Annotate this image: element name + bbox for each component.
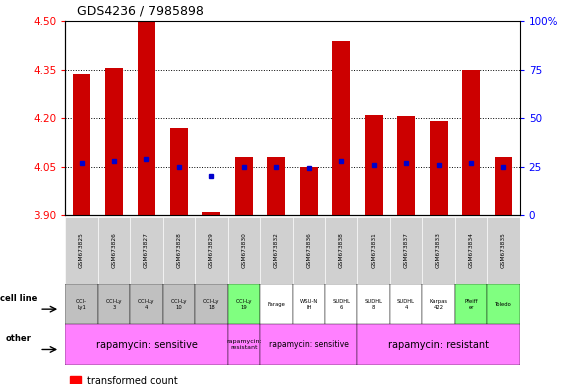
Bar — [260, 284, 293, 324]
Text: other: other — [5, 334, 31, 343]
Bar — [429, 121, 448, 215]
Bar — [423, 217, 455, 284]
Text: Farage: Farage — [268, 302, 285, 307]
Bar — [235, 157, 253, 215]
Bar — [260, 217, 293, 284]
Bar — [390, 217, 423, 284]
Text: cell line: cell line — [0, 294, 37, 303]
Bar — [325, 217, 357, 284]
Bar — [228, 217, 260, 284]
Bar — [462, 70, 480, 215]
Bar — [357, 324, 520, 365]
Bar — [293, 284, 325, 324]
Bar — [293, 217, 325, 284]
Text: GSM673834: GSM673834 — [469, 233, 474, 268]
Bar — [98, 284, 130, 324]
Text: Karpas
422: Karpas 422 — [429, 299, 448, 310]
Bar — [397, 116, 415, 215]
Bar — [268, 157, 285, 215]
Bar — [170, 128, 188, 215]
Text: GSM673836: GSM673836 — [306, 233, 311, 268]
Text: GSM673835: GSM673835 — [501, 233, 506, 268]
Text: SUDHL
4: SUDHL 4 — [397, 299, 415, 310]
Bar — [423, 284, 455, 324]
Bar — [162, 217, 195, 284]
Bar — [162, 284, 195, 324]
Bar — [260, 324, 357, 365]
Text: rapamycin:
resistant: rapamycin: resistant — [226, 339, 262, 350]
Text: OCI-Ly
18: OCI-Ly 18 — [203, 299, 220, 310]
Text: GSM673831: GSM673831 — [371, 233, 376, 268]
Bar — [65, 217, 98, 284]
Bar — [130, 284, 162, 324]
Bar — [130, 217, 162, 284]
Bar — [195, 217, 228, 284]
Bar — [65, 324, 228, 365]
Text: rapamycin: sensitive: rapamycin: sensitive — [95, 339, 198, 350]
Bar — [300, 167, 318, 215]
Bar — [455, 284, 487, 324]
Text: transformed count: transformed count — [87, 376, 177, 384]
Text: OCI-Ly
10: OCI-Ly 10 — [170, 299, 187, 310]
Bar — [357, 217, 390, 284]
Bar — [137, 21, 156, 215]
Bar — [495, 157, 512, 215]
Bar — [70, 376, 81, 384]
Text: GSM673827: GSM673827 — [144, 233, 149, 268]
Text: GSM673830: GSM673830 — [241, 233, 247, 268]
Bar — [65, 284, 98, 324]
Text: SUDHL
6: SUDHL 6 — [332, 299, 350, 310]
Bar — [98, 217, 130, 284]
Bar — [487, 217, 520, 284]
Bar — [325, 284, 357, 324]
Bar — [390, 284, 423, 324]
Text: OCI-Ly
19: OCI-Ly 19 — [236, 299, 252, 310]
Text: rapamycin: sensitive: rapamycin: sensitive — [269, 340, 349, 349]
Text: OCI-Ly
3: OCI-Ly 3 — [106, 299, 122, 310]
Bar — [365, 115, 383, 215]
Text: GSM673837: GSM673837 — [404, 233, 408, 268]
Bar — [73, 74, 90, 215]
Bar — [228, 284, 260, 324]
Text: GSM673833: GSM673833 — [436, 233, 441, 268]
Text: GSM673838: GSM673838 — [339, 233, 344, 268]
Text: GDS4236 / 7985898: GDS4236 / 7985898 — [77, 4, 203, 17]
Text: GSM673832: GSM673832 — [274, 233, 279, 268]
Bar — [202, 212, 220, 215]
Text: GSM673828: GSM673828 — [177, 233, 181, 268]
Text: SUDHL
8: SUDHL 8 — [365, 299, 383, 310]
Bar — [228, 324, 260, 365]
Bar — [487, 284, 520, 324]
Text: Pfeiff
er: Pfeiff er — [464, 299, 478, 310]
Bar — [105, 68, 123, 215]
Text: rapamycin: resistant: rapamycin: resistant — [388, 339, 489, 350]
Text: WSU-N
IH: WSU-N IH — [300, 299, 318, 310]
Bar — [455, 217, 487, 284]
Text: GSM673825: GSM673825 — [79, 233, 84, 268]
Bar — [195, 284, 228, 324]
Text: OCI-
Ly1: OCI- Ly1 — [76, 299, 87, 310]
Text: Toledo: Toledo — [495, 302, 512, 307]
Text: GSM673826: GSM673826 — [111, 233, 116, 268]
Bar — [357, 284, 390, 324]
Bar — [332, 40, 350, 215]
Text: OCI-Ly
4: OCI-Ly 4 — [138, 299, 154, 310]
Text: GSM673829: GSM673829 — [209, 233, 214, 268]
